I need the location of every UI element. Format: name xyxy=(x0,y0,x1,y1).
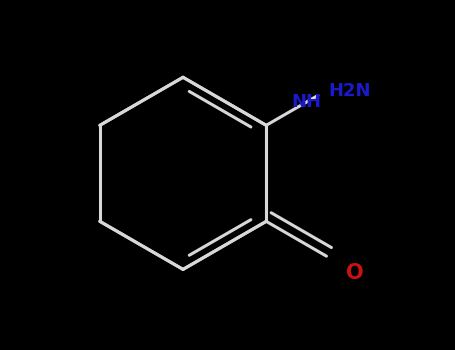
Text: H2N: H2N xyxy=(328,82,371,100)
Text: O: O xyxy=(346,263,364,283)
Text: NH: NH xyxy=(291,93,321,111)
